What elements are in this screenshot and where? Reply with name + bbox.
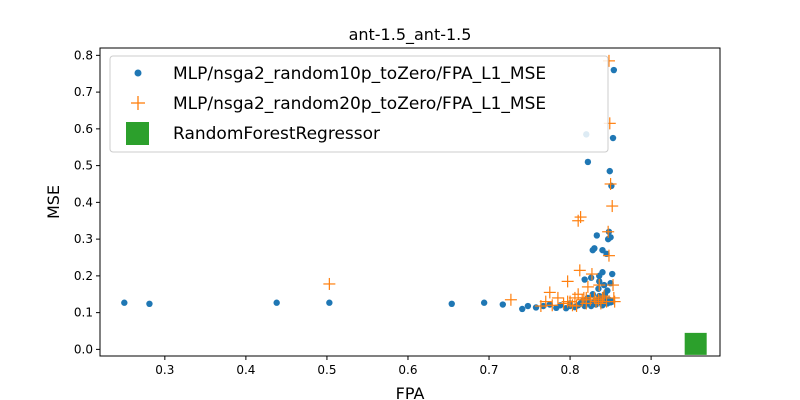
x-tick-label: 0.4 [236,363,255,377]
x-axis-ticks: 0.3 0.4 0.5 0.6 0.7 0.8 0.9 [155,356,661,377]
y-tick-label: 0.2 [74,269,93,283]
series-1-point [587,274,595,281]
chart-title: ant-1.5_ant-1.5 [349,25,472,45]
legend-marker-series-2 [131,96,145,110]
series-2-point [606,200,619,213]
series-1-point [609,134,617,142]
series-2-point [574,211,587,224]
y-tick-label: 0.8 [74,48,93,62]
legend-label-series-2: MLP/nsga2_random20p_toZero/FPA_L1_MSE [173,94,546,114]
series-2-point [543,286,556,299]
y-tick-label: 0.6 [74,122,93,136]
series-1-point [532,304,540,311]
y-tick-label: 0.5 [74,159,93,173]
series-1-point [524,302,532,310]
series-2-point [602,249,615,262]
legend-marker-series-1 [134,69,142,77]
legend-label-series-3: RandomForestRegressor [173,124,380,144]
series-1-point [609,270,616,278]
y-axis-ticks: 0.0 0.1 0.2 0.3 0.4 0.5 0.6 0.7 0.8 [74,48,100,356]
legend: MLP/nsga2_random10p_toZero/FPA_L1_MSE ML… [109,55,609,153]
y-tick-label: 0.1 [74,306,93,320]
series-1-point [581,276,588,283]
series-2-point [561,275,574,288]
series-1-point [593,232,601,239]
x-tick-label: 0.3 [155,363,174,377]
series-2-point [604,177,617,190]
y-tick-label: 0.3 [74,232,93,246]
series-1-point [610,66,618,74]
series-1-point [591,245,598,252]
y-tick-label: 0.0 [74,342,93,356]
series-1-point [146,300,153,308]
series-1-point [273,299,280,306]
series-2-point [607,279,620,292]
series-2-point [602,225,615,238]
series-1-point [448,300,455,308]
y-axis-label: MSE [44,185,63,219]
series-1-point [519,305,526,313]
series-1-point [595,285,602,292]
legend-label-series-1: MLP/nsga2_random10p_toZero/FPA_L1_MSE [173,64,546,84]
series-2-point [580,291,593,304]
data-points [121,54,707,355]
x-tick-label: 0.9 [642,363,661,377]
x-axis-label: FPA [396,384,425,400]
legend-marker-series-3 [126,122,149,145]
series-1-point [480,299,488,306]
series-2-point [539,295,552,308]
series-2-point [581,280,594,293]
series-2-point [323,277,336,290]
series-2-point [585,268,598,281]
x-tick-label: 0.6 [398,363,417,377]
series-1-point [587,302,595,310]
series-2-point [594,297,607,310]
series-1-point [599,246,606,254]
series-1-point [606,167,613,175]
x-tick-label: 0.7 [479,363,498,377]
series-1-point [584,158,592,166]
series-2-point [608,295,621,308]
y-tick-label: 0.4 [74,195,93,209]
series-2-point [573,264,586,277]
series-3-point [684,332,707,355]
series-2-point [598,290,611,303]
legend-box [109,55,609,153]
series-1-point [121,299,128,306]
series-2-point [546,299,559,312]
x-tick-label: 0.5 [317,363,336,377]
series-2-point [570,300,583,313]
series-2-point [572,288,585,301]
series-2-point [551,291,564,304]
series-2-point [593,279,606,292]
series-2-point [561,295,574,308]
x-tick-label: 0.8 [561,363,580,377]
series-1-point [326,299,333,306]
series-1-point [546,301,554,308]
y-tick-label: 0.7 [74,85,93,99]
series-1-point [599,269,606,276]
series-2-point [504,293,517,306]
series-2-point [590,295,602,308]
series-1-point [499,301,506,308]
series-1-point [607,234,614,241]
